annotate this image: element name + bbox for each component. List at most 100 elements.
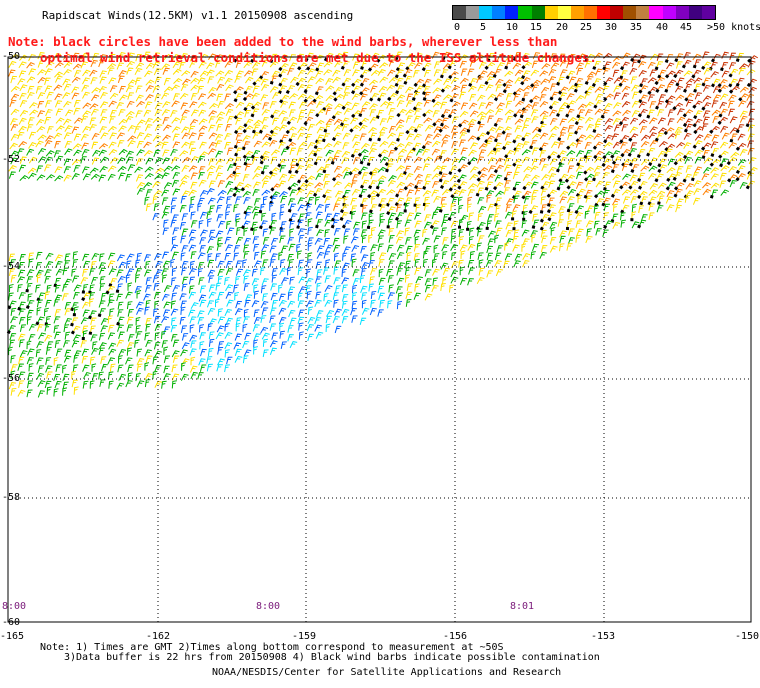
- wind-barb: [424, 133, 433, 142]
- wind-barb: [298, 322, 304, 331]
- wind-barb: [54, 340, 61, 348]
- flag-marker: [323, 128, 328, 133]
- wind-barb: [224, 103, 234, 110]
- wind-barb: [172, 227, 180, 235]
- wind-barb: [72, 52, 80, 60]
- wind-barb: [735, 165, 746, 174]
- wind-barb: [568, 228, 575, 236]
- wind-barb: [125, 85, 134, 93]
- wind-barb: [242, 355, 249, 364]
- flag-marker: [573, 82, 579, 87]
- wind-barb: [458, 196, 463, 206]
- wind-barb: [90, 108, 99, 116]
- flag-marker: [584, 80, 589, 85]
- wind-barb: [180, 325, 187, 334]
- wind-barb: [64, 140, 72, 149]
- wind-barb: [387, 92, 398, 102]
- wind-barb: [648, 117, 658, 125]
- wind-barb: [27, 85, 35, 94]
- wind-barb: [126, 260, 132, 269]
- wind-barb: [664, 70, 676, 79]
- wind-barb: [224, 252, 231, 261]
- wind-barb: [593, 99, 603, 109]
- wind-barb: [189, 60, 197, 68]
- wind-barb: [476, 242, 482, 251]
- wind-barb: [261, 180, 269, 189]
- wind-barb: [270, 253, 278, 261]
- wind-barb: [550, 62, 560, 69]
- wind-barb: [10, 108, 20, 116]
- flag-marker: [618, 82, 623, 87]
- wind-barb: [244, 70, 253, 77]
- wind-barb: [161, 316, 170, 324]
- wind-barb: [268, 167, 280, 175]
- wind-barb: [287, 68, 295, 76]
- wind-barb: [388, 284, 394, 293]
- wind-barb: [559, 190, 569, 198]
- wind-barb: [244, 110, 251, 118]
- wind-barb: [649, 126, 658, 133]
- wind-barb: [729, 52, 736, 60]
- wind-barb: [281, 117, 289, 125]
- wind-barb: [171, 100, 180, 108]
- wind-barb: [333, 228, 341, 236]
- flag-marker: [429, 224, 434, 229]
- wind-barb: [539, 70, 549, 77]
- wind-barb: [522, 173, 531, 181]
- flag-marker: [484, 186, 489, 191]
- wind-barb: [414, 212, 422, 220]
- wind-barb: [647, 94, 655, 102]
- wind-barb: [469, 227, 475, 236]
- wind-barb: [674, 131, 682, 139]
- flag-marker: [628, 137, 633, 142]
- wind-barb: [44, 156, 53, 164]
- lat-label-54: -54: [2, 261, 21, 272]
- flag-marker: [692, 64, 697, 69]
- wind-barb: [46, 386, 52, 395]
- wind-barb: [585, 101, 594, 109]
- flag-marker: [735, 169, 740, 174]
- wind-barb: [278, 307, 287, 315]
- wind-barb: [261, 108, 270, 116]
- wind-barb: [145, 285, 152, 293]
- wind-barb: [424, 284, 432, 293]
- wind-barb: [494, 174, 503, 182]
- wind-barb: [144, 124, 153, 132]
- wind-barb: [441, 251, 448, 260]
- wind-barb: [681, 59, 692, 69]
- wind-barb: [632, 91, 639, 99]
- wind-barb: [505, 115, 513, 124]
- wind-barb: [99, 116, 108, 124]
- wind-barb: [287, 174, 296, 182]
- wind-barb: [701, 102, 712, 111]
- wind-barb: [226, 115, 234, 124]
- wind-barb: [712, 86, 721, 94]
- wind-barb: [610, 150, 621, 159]
- wind-barb: [55, 348, 63, 357]
- wind-barb: [82, 269, 89, 277]
- flag-marker: [566, 104, 571, 109]
- flag-marker: [278, 82, 283, 87]
- flag-marker: [233, 144, 238, 149]
- wind-barb: [361, 172, 369, 180]
- wind-barb: [82, 380, 89, 389]
- wind-barb: [467, 118, 477, 126]
- wind-barb: [279, 235, 286, 244]
- wind-barb: [98, 262, 106, 270]
- wind-barb: [100, 318, 109, 326]
- wind-barb: [432, 101, 442, 108]
- wind-barb: [377, 69, 386, 76]
- wind-barb: [703, 133, 712, 141]
- wind-barb: [505, 100, 513, 109]
- wind-barb: [243, 85, 253, 95]
- flag-marker: [457, 123, 463, 128]
- wind-barb: [224, 331, 233, 339]
- wind-barb: [287, 300, 296, 308]
- flag-marker: [738, 97, 743, 102]
- wind-barb: [199, 70, 209, 78]
- flag-marker: [422, 185, 427, 190]
- wind-barb: [251, 68, 259, 76]
- wind-barb: [682, 118, 693, 128]
- wind-barb: [667, 158, 676, 166]
- flag-marker: [412, 106, 417, 111]
